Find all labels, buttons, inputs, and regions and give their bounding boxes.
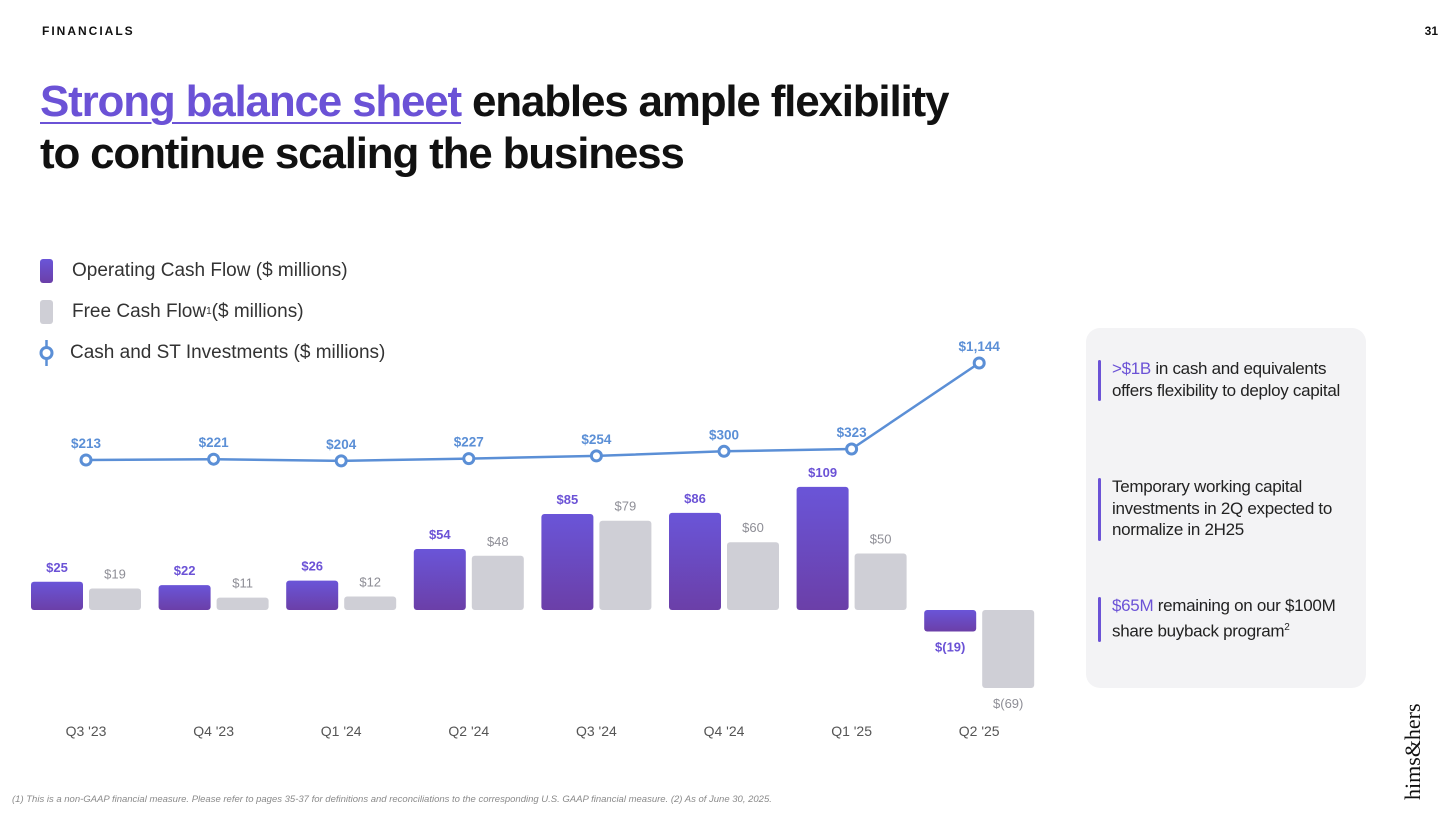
bar-label-ocf: $54 [429,527,451,542]
highlight-cash-accent: >$1B [1112,359,1151,378]
legend-label-fcf: Free Cash Flow [72,300,207,322]
bar-fcf [216,597,269,610]
x-tick-label: Q1 '24 [321,723,362,739]
bar-ocf [158,585,211,610]
point-label-cash: $227 [454,435,484,450]
bar-label-fcf: $48 [487,534,509,549]
legend-line-marker-icon [39,339,54,366]
bar-label-fcf: $60 [742,520,764,535]
bar-label-ocf: $85 [557,492,579,507]
section-label: FINANCIALS [42,24,135,38]
bar-label-ocf: $26 [301,559,323,574]
legend-label-fcf-suffix: ($ millions) [211,300,304,322]
legend-swatch-fcf [40,299,53,324]
point-cash [207,452,221,466]
highlight-accent-bar [1098,478,1101,541]
legend-label-ocf: Operating Cash Flow ($ millions) [72,259,348,281]
highlight-accent-bar [1098,597,1101,642]
title-line2: to continue scaling the business [40,129,685,178]
x-tick-label: Q3 '24 [576,723,617,739]
bar-ocf [413,548,466,610]
highlight-cash: >$1B in cash and equivalents offers flex… [1098,358,1342,401]
bar-fcf [471,555,524,610]
bar-fcf [727,542,779,610]
point-label-cash: $1,144 [959,339,1001,354]
title-line1-rest: enables ample flexibility [461,77,949,126]
point-cash [334,454,348,468]
point-cash [972,356,986,370]
highlight-cash-text: in cash and equivalents offers flexibili… [1112,359,1340,400]
x-tick-label: Q3 '23 [66,723,107,739]
bar-label-ocf: $109 [808,465,837,480]
bar-ocf [669,512,721,610]
point-cash [845,442,859,456]
page-title: Strong balance sheet enables ample flexi… [40,76,1080,180]
highlight-buyback-text: remaining on our $100M share buyback pro… [1112,596,1336,641]
highlight-buyback: $65M remaining on our $100M share buybac… [1098,595,1342,642]
highlight-buyback-accent: $65M [1112,596,1154,615]
bar-ocf [796,486,849,610]
bar-fcf [599,520,652,610]
bar-fcf [854,553,907,610]
highlight-buyback-footnote-mark: 2 [1284,621,1290,633]
bar-label-fcf: $19 [104,567,126,582]
bar-label-fcf: $(69) [993,696,1023,711]
bar-label-ocf: $22 [174,563,196,578]
highlights-panel: >$1B in cash and equivalents offers flex… [1086,328,1366,688]
x-tick-label: Q4 '24 [704,723,745,739]
point-label-cash: $323 [837,425,868,440]
highlight-accent-bar [1098,360,1101,401]
bar-ocf [924,610,977,632]
legend-swatch-ocf [40,258,53,283]
point-label-cash: $254 [581,432,612,447]
bar-label-ocf: $(19) [935,639,965,654]
x-tick-label: Q2 '24 [448,723,489,739]
chart-legend: Operating Cash Flow ($ millions) Free Ca… [38,250,385,373]
highlight-working-capital: Temporary working capital investments in… [1098,476,1342,541]
highlight-working-capital-text: Temporary working capital investments in… [1112,477,1332,539]
bar-ocf [541,513,594,610]
point-label-cash: $221 [199,435,230,450]
bar-label-fcf: $11 [232,576,253,591]
x-tick-label: Q4 '23 [193,723,234,739]
point-cash [462,452,476,466]
point-cash [79,453,93,467]
bar-label-fcf: $12 [359,574,381,589]
legend-fcf-footnote-mark: 1 [206,306,212,317]
bar-label-fcf: $79 [615,499,637,514]
footnote: (1) This is a non-GAAP financial measure… [12,794,772,805]
bar-fcf [344,596,397,610]
legend-label-cash: Cash and ST Investments ($ millions) [70,341,386,363]
title-highlight: Strong balance sheet [40,77,462,126]
bar-label-ocf: $25 [46,560,68,575]
legend-item-ocf: Operating Cash Flow ($ millions) [38,250,385,291]
point-label-cash: $204 [326,437,357,452]
bar-ocf [286,580,339,610]
bar-label-fcf: $50 [870,532,892,547]
legend-item-cash: Cash and ST Investments ($ millions) [38,332,385,373]
bar-ocf [31,581,83,610]
bar-fcf [982,610,1035,688]
point-label-cash: $213 [71,436,102,451]
x-tick-label: Q2 '25 [959,723,1000,739]
legend-item-fcf: Free Cash Flow 1 ($ millions) [38,291,385,332]
point-label-cash: $300 [709,427,739,442]
brand-logo: hims&hers [1400,703,1425,800]
bar-fcf [89,588,141,610]
x-tick-label: Q1 '25 [831,723,872,739]
point-cash [717,444,731,458]
series-line-cash [85,361,980,463]
cash-flow-chart: $25 $19 Q3 '23 $22 $11 Q4 '23 $26 $12 Q1 '24 $54 $… [31,339,1035,739]
point-cash [589,449,603,463]
bar-label-ocf: $86 [684,491,706,506]
page-number: 31 [1424,24,1438,38]
